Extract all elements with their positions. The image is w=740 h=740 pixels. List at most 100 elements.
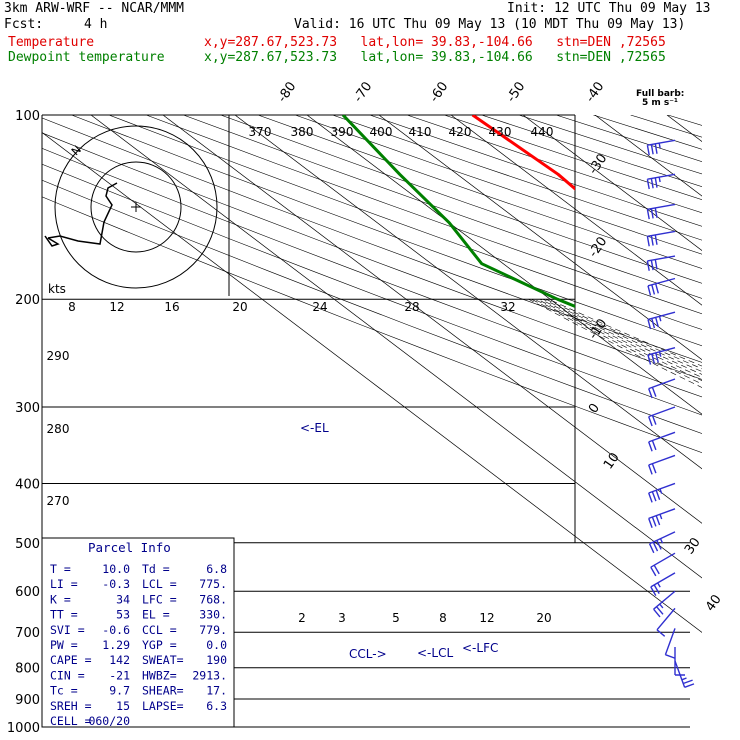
- wind-barb: [646, 139, 676, 156]
- parcel-info-title: Parcel Info: [88, 540, 171, 555]
- parcel-info-key: YGP =: [142, 638, 177, 652]
- isentrope-label: 370: [249, 125, 272, 139]
- dry-adiabat-line: [332, 115, 702, 241]
- parcel-info-key: CELL =: [50, 714, 92, 728]
- model-title: 3km ARW-WRF -- NCAR/MMM: [4, 1, 185, 16]
- parcel-info-key: SVI =: [50, 623, 85, 637]
- parcel-info-key: CCL =: [142, 623, 177, 637]
- moist-adiabat-line: [542, 298, 702, 372]
- moist-adiabat-line: [534, 298, 702, 381]
- hodograph-speed-tick: 28: [404, 300, 419, 314]
- isotherm-line: [234, 115, 702, 470]
- parcel-info-value: 15: [116, 699, 130, 713]
- dry-adiabat-line: [42, 132, 702, 380]
- wind-barb: [648, 482, 676, 503]
- parcel-info-key: EL =: [142, 608, 170, 622]
- parcel-info-key: HWBZ=: [142, 668, 177, 682]
- temperature-station-info: x,y=287.67,523.73 lat,lon= 39.83,-104.66…: [204, 35, 666, 50]
- el-annotation: <-EL: [300, 421, 329, 435]
- dewpoint-line: [341, 115, 575, 308]
- parcel-info-key: SWEAT=: [142, 653, 184, 667]
- parcel-info-key: LFC =: [142, 592, 177, 606]
- dry-adiabat-line: [369, 115, 702, 227]
- hodograph-speed-tick: 32: [500, 300, 515, 314]
- parcel-info-value: 17.: [206, 684, 227, 698]
- isotherm-label: 10: [601, 450, 623, 472]
- isotherm-label: -20: [586, 234, 610, 260]
- isotherm-label: -50: [504, 79, 528, 105]
- wind-barb: [664, 628, 676, 659]
- isentrope-label: 390: [331, 125, 354, 139]
- wind-barb: [674, 646, 685, 676]
- isentrope-label: 430: [489, 125, 512, 139]
- parcel-info-value: 0.0: [206, 638, 227, 652]
- isentrope-label: 410: [409, 125, 432, 139]
- dry-adiabat-line: [183, 115, 702, 299]
- wind-barb: [674, 660, 695, 688]
- fcst-label: Fcst:: [4, 17, 44, 32]
- parcel-info-value: 53: [116, 608, 130, 622]
- parcel-info-value: -0.6: [102, 623, 130, 637]
- moist-adiabat-line: [537, 298, 702, 378]
- dry-adiabat-line: [42, 147, 702, 398]
- pressure-tick-label: 800: [15, 662, 40, 677]
- parcel-info-value: 190: [206, 653, 227, 667]
- pressure-tick-label: 400: [15, 477, 40, 492]
- parcel-info-key: SREH =: [50, 699, 92, 713]
- isotherm-line: [162, 115, 702, 524]
- parcel-info-key: CIN =: [50, 668, 85, 682]
- dewpoint-station-info: x,y=287.67,523.73 lat,lon= 39.83,-104.66…: [204, 50, 666, 65]
- wind-barb: [648, 454, 676, 475]
- wind-barb: [648, 406, 676, 427]
- parcel-info-value: 34: [116, 592, 130, 606]
- wind-barb: [650, 552, 676, 577]
- parcel-info-value: 142: [109, 653, 130, 667]
- parcel-info-key: SHEAR=: [142, 684, 184, 698]
- isotherm-label: -80: [275, 79, 299, 105]
- moist-adiabat-line: [539, 298, 702, 375]
- pressure-tick-label: 200: [15, 293, 40, 308]
- parcel-info-key: LI =: [50, 577, 78, 591]
- wind-barb: [646, 230, 676, 247]
- isotherm-label: -60: [427, 79, 451, 105]
- hodograph-speed-tick: 12: [109, 300, 124, 314]
- hodograph-speed-tick: 20: [232, 300, 247, 314]
- parcel-info-value: 330.: [199, 608, 227, 622]
- wind-barb: [647, 311, 676, 330]
- dry-adiabat-line: [42, 163, 702, 416]
- wind-barb: [646, 255, 676, 271]
- wind-barb: [648, 378, 676, 399]
- isotherm-label: -10: [586, 316, 610, 342]
- hodograph-north-label: N: [69, 143, 84, 158]
- dry-adiabat-line: [481, 115, 702, 187]
- pressure-tick-label: 600: [15, 585, 40, 600]
- wind-barb: [648, 431, 676, 452]
- parcel-info-key: LAPSE=: [142, 699, 184, 713]
- isotherm-line: [306, 115, 702, 415]
- parcel-info-key: LCL =: [142, 577, 177, 591]
- isentrope-label: 280: [47, 422, 70, 436]
- parcel-info-key: Tc =: [50, 684, 78, 698]
- parcel-info-key: PW =: [50, 638, 78, 652]
- isotherm-line: [90, 115, 702, 579]
- parcel-info-value: 060/20: [88, 714, 130, 728]
- isotherm-line: [522, 115, 702, 252]
- temperature-line: [471, 115, 575, 191]
- parcel-info-key: Td =: [142, 562, 170, 576]
- wind-barb: [656, 607, 676, 637]
- wind-barb: [648, 508, 676, 529]
- parcel-info-key: T =: [50, 562, 71, 576]
- pressure-tick-label: 900: [15, 693, 40, 708]
- mixing-ratio-label: 3: [338, 611, 346, 625]
- parcel-info-value: 768.: [199, 592, 227, 606]
- isentrope-label: 270: [47, 494, 70, 508]
- pressure-tick-label: 500: [15, 537, 40, 552]
- isotherm-line: [42, 131, 702, 633]
- hodograph-units-label: kts: [48, 282, 66, 296]
- isentrope-label: 290: [47, 349, 70, 363]
- isentrope-label: 380: [291, 125, 314, 139]
- isentrope-label: 440: [531, 125, 554, 139]
- wind-barb: [650, 572, 676, 596]
- hodograph-trace: [47, 182, 118, 245]
